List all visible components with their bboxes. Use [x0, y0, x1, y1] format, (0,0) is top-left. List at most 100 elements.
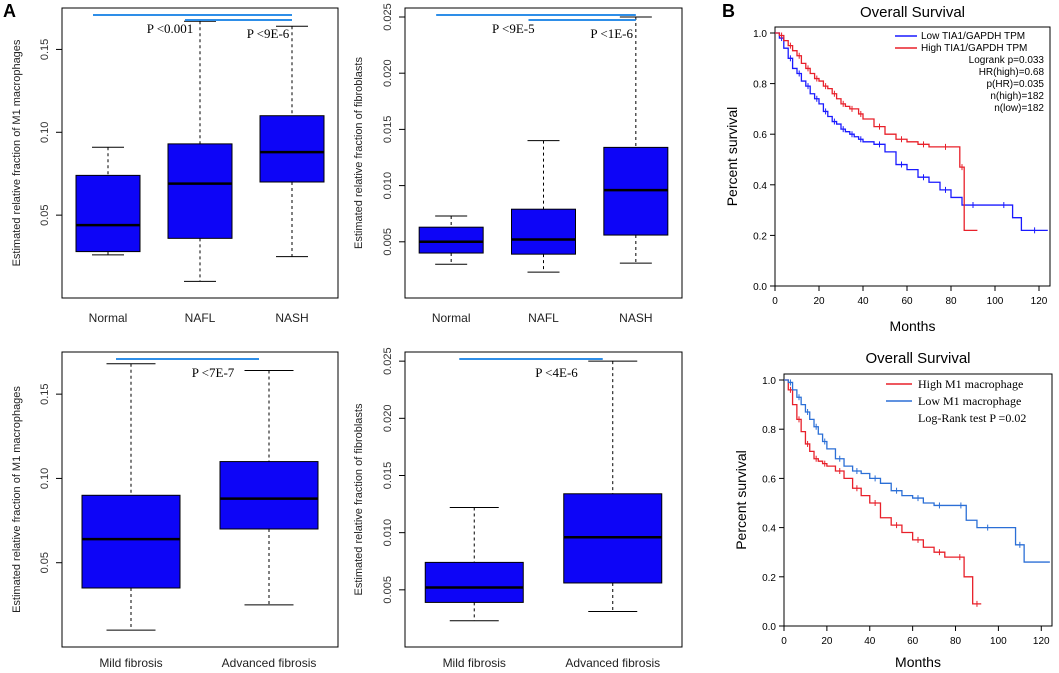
- y-tick-label: 0.010: [382, 172, 394, 200]
- legend-stat: n(low)=182: [994, 103, 1044, 114]
- p-value-annotation: P <4E-6: [535, 365, 578, 380]
- y-axis-label: Percent survival: [724, 107, 740, 207]
- y-tick-label: 0.020: [382, 59, 394, 87]
- y-tick-label: 0.0: [753, 282, 767, 293]
- plot-frame: [404, 7, 683, 299]
- y-tick-label: 0.05: [39, 204, 51, 225]
- y-tick-label: 0.2: [753, 231, 767, 242]
- y-tick-label: 0.010: [382, 519, 394, 547]
- box-iqr: [259, 115, 325, 183]
- y-tick-label: 0.005: [382, 228, 394, 256]
- y-axis-label: Estimated relative fraction of M1 macrop…: [11, 386, 23, 613]
- legend-stat: Logrank p=0.033: [969, 55, 1045, 66]
- y-tick-label: 0.05: [39, 552, 51, 573]
- y-tick-label: 0.0: [762, 622, 776, 633]
- y-tick-label: 0.8: [753, 80, 767, 91]
- box-iqr: [511, 208, 576, 255]
- y-tick-label: 0.015: [382, 462, 394, 490]
- survival-curve-b: [784, 379, 1050, 563]
- km-frame: [774, 26, 1051, 287]
- y-tick-label: 0.10: [39, 468, 51, 489]
- box-iqr: [81, 494, 181, 589]
- category-label: Advanced fibrosis: [565, 656, 660, 670]
- y-tick-label: 0.4: [762, 524, 776, 535]
- x-tick-label: 120: [1033, 636, 1050, 647]
- boxplot-m1_stage: 0.05 0.10 0.15 Estimated relative fraction …: [11, 7, 339, 325]
- category-label: NASH: [619, 311, 652, 325]
- x-tick-label: 60: [901, 296, 913, 307]
- km-plot-km_tia1: Overall Survival 0 20 40 60 80 100 120 0.0 0.2 0.4…: [724, 4, 1051, 334]
- y-axis-label: Percent survival: [733, 450, 749, 550]
- y-tick-label: 0.6: [753, 130, 767, 141]
- y-tick-label: 0.005: [382, 576, 394, 604]
- legend-stat: HR(high)=0.68: [979, 67, 1045, 78]
- legend-label: High TIA1/GAPDH TPM: [921, 43, 1027, 54]
- legend-stat: n(high)=182: [990, 91, 1044, 102]
- plot-frame: [404, 351, 683, 648]
- category-label: Normal: [432, 311, 471, 325]
- legend-label: Low M1 macrophage: [918, 394, 1021, 408]
- y-tick-label: 0.025: [382, 347, 394, 375]
- p-value-annotation: P <0.001: [147, 21, 194, 36]
- box-iqr: [418, 226, 484, 254]
- survival-curve-a: [775, 32, 1048, 231]
- x-axis-label: Months: [895, 654, 941, 670]
- boxplot-fibro_fibrosis: 0.005 0.010 0.015 0.020 0.025 Estimated relat…: [353, 347, 683, 670]
- km-frame: [783, 373, 1053, 627]
- category-label: NAFL: [528, 311, 559, 325]
- x-tick-label: 80: [945, 296, 957, 307]
- boxplot-fibro_stage: 0.005 0.010 0.015 0.020 0.025 Estimated relat…: [353, 3, 683, 325]
- box-iqr: [167, 143, 233, 239]
- panel-label-b: B: [722, 1, 735, 21]
- category-label: NASH: [275, 311, 308, 325]
- km-title: Overall Survival: [865, 350, 970, 367]
- category-label: NAFL: [185, 311, 216, 325]
- km-title: Overall Survival: [860, 4, 965, 21]
- survival-curve-a: [784, 379, 982, 605]
- y-tick-label: 0.8: [762, 425, 776, 436]
- box-iqr: [424, 561, 524, 603]
- x-tick-label: 100: [990, 636, 1007, 647]
- x-tick-label: 0: [781, 636, 787, 647]
- y-axis-label: Estimated relative fraction of fibroblas…: [353, 57, 365, 249]
- y-tick-label: 1.0: [753, 29, 767, 40]
- y-axis-label: Estimated relative fraction of fibroblas…: [353, 403, 365, 595]
- y-tick-label: 0.4: [753, 181, 767, 192]
- y-axis-label: Estimated relative fraction of M1 macrop…: [11, 39, 23, 266]
- x-tick-label: 0: [772, 296, 778, 307]
- y-tick-label: 0.10: [39, 122, 51, 143]
- p-value-annotation: P <7E-7: [192, 365, 235, 380]
- y-tick-label: 1.0: [762, 376, 776, 387]
- km-plot-km_m1: Overall Survival 0 20 40 60 80 100 120 0.0 0.2 0.4…: [733, 350, 1053, 670]
- boxplot-m1_fibrosis: 0.05 0.10 0.15 Estimated relative fraction …: [11, 351, 339, 670]
- plot-frame: [61, 7, 339, 299]
- box-iqr: [75, 174, 141, 253]
- p-value-annotation: P <9E-5: [492, 21, 535, 36]
- category-label: Normal: [89, 311, 128, 325]
- p-value-annotation: P <1E-6: [590, 26, 633, 41]
- y-tick-label: 0.020: [382, 405, 394, 433]
- x-tick-label: 60: [907, 636, 919, 647]
- plots-layer: 0.05 0.10 0.15 Estimated relative fraction …: [11, 3, 1053, 670]
- x-tick-label: 100: [987, 296, 1004, 307]
- y-tick-label: 0.6: [762, 474, 776, 485]
- p-value-annotation: P <9E-6: [247, 26, 290, 41]
- x-tick-label: 120: [1031, 296, 1048, 307]
- y-tick-label: 0.2: [762, 573, 776, 584]
- x-tick-label: 20: [813, 296, 825, 307]
- y-tick-label: 0.015: [382, 116, 394, 144]
- y-tick-label: 0.15: [39, 39, 51, 60]
- x-tick-label: 80: [950, 636, 962, 647]
- category-label: Mild fibrosis: [99, 656, 162, 670]
- y-tick-label: 0.15: [39, 383, 51, 404]
- category-label: Mild fibrosis: [443, 656, 506, 670]
- panel-label-a: A: [3, 1, 16, 21]
- legend-stat: p(HR)=0.035: [986, 79, 1044, 90]
- legend-stat: Log-Rank test P =0.02: [918, 411, 1026, 425]
- x-axis-label: Months: [890, 318, 936, 334]
- y-tick-label: 0.025: [382, 3, 394, 31]
- x-tick-label: 40: [857, 296, 869, 307]
- plot-frame: [61, 351, 339, 648]
- legend-label: High M1 macrophage: [918, 377, 1023, 391]
